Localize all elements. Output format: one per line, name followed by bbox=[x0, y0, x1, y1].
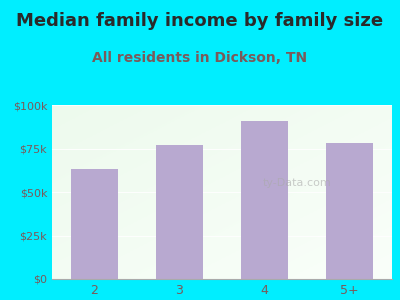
Bar bbox=[71, 169, 118, 279]
Text: All residents in Dickson, TN: All residents in Dickson, TN bbox=[92, 51, 308, 65]
Bar bbox=[326, 143, 373, 279]
Text: ty-Data.com: ty-Data.com bbox=[262, 178, 331, 188]
Bar bbox=[241, 121, 288, 279]
Text: Median family income by family size: Median family income by family size bbox=[16, 12, 384, 30]
Bar bbox=[156, 145, 203, 279]
